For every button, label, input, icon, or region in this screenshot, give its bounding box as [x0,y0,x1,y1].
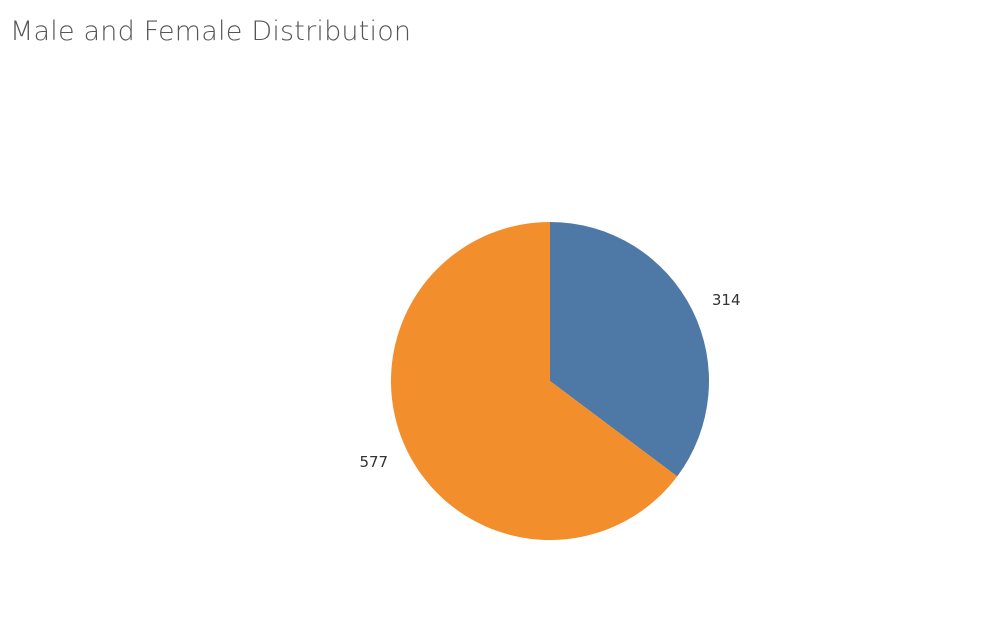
slice-label-314: 314 [712,291,741,309]
pie-labels: 314 577 [359,291,740,471]
pie-slice-577[interactable] [390,222,678,540]
pie-slices [390,222,709,540]
pie-slice-314[interactable] [550,222,709,477]
chart-title: Male and Female Distribution [10,16,412,47]
slice-label-577: 577 [359,453,388,471]
